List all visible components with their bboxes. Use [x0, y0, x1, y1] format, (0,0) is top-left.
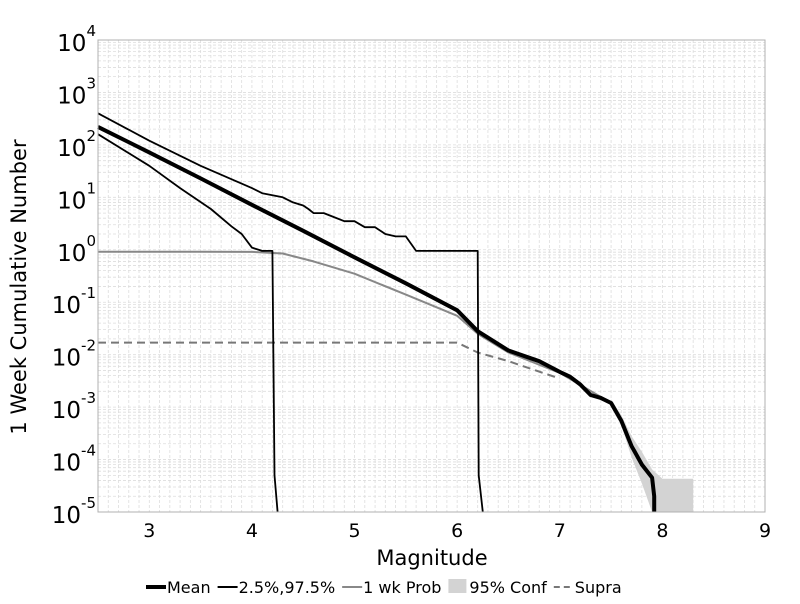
y-tick-label: 10-5	[52, 494, 96, 529]
y-tick-label: 10-4	[52, 442, 96, 477]
y-axis-label: 1 Week Cumulative Number	[7, 139, 31, 435]
plot-frame	[97, 39, 766, 513]
series-layer	[97, 112, 657, 513]
legend-label: Supra	[575, 578, 622, 597]
y-tick-label: 104	[57, 22, 96, 57]
confidence-area-layer	[611, 399, 694, 512]
x-tick-label: 4	[246, 520, 258, 542]
legend: Mean 2.5%,97.5% 1 wk Prob 95% Conf Supra	[146, 578, 622, 597]
series-line-mean	[97, 125, 657, 512]
x-tick-label: 8	[656, 520, 668, 542]
x-axis-label: Magnitude	[376, 546, 487, 570]
y-tick-label: 100	[57, 232, 96, 267]
x-tick-label: 3	[143, 520, 155, 542]
legend-label: Mean	[167, 578, 211, 597]
confidence-area	[611, 399, 694, 512]
x-tick-label: 5	[348, 520, 360, 542]
x-tick-label: 7	[554, 520, 566, 542]
series-line-97-5-	[97, 112, 484, 513]
legend-label: 2.5%,97.5%	[239, 578, 336, 597]
tick-labels: 3 4 5 6 7 8 9 10-5 10-4 10-3 10-2 10-1 100 101 102 103 1…	[52, 22, 771, 542]
series-line-supra	[98, 341, 561, 380]
y-tick-label: 102	[57, 127, 96, 162]
x-tick-label: 9	[759, 520, 771, 542]
legend-item-bounds: 2.5%,97.5%	[217, 578, 336, 597]
y-tick-label: 10-1	[52, 284, 96, 319]
legend-swatch	[448, 579, 467, 593]
legend-item-prob: 1 wk Prob	[342, 578, 441, 597]
legend-label: 1 wk Prob	[363, 578, 441, 597]
legend-item-supra: Supra	[553, 578, 622, 597]
y-tick-label: 10-3	[52, 389, 96, 424]
y-tick-label: 101	[57, 179, 96, 214]
legend-item-mean: Mean	[146, 578, 211, 597]
y-tick-label: 103	[57, 74, 96, 109]
y-tick-label: 10-2	[52, 337, 96, 372]
legend-label: 95% Conf	[469, 578, 547, 597]
series-line-2-5-	[97, 133, 279, 513]
legend-item-conf: 95% Conf	[448, 578, 547, 597]
grid	[97, 40, 766, 513]
x-tick-label: 6	[451, 520, 463, 542]
